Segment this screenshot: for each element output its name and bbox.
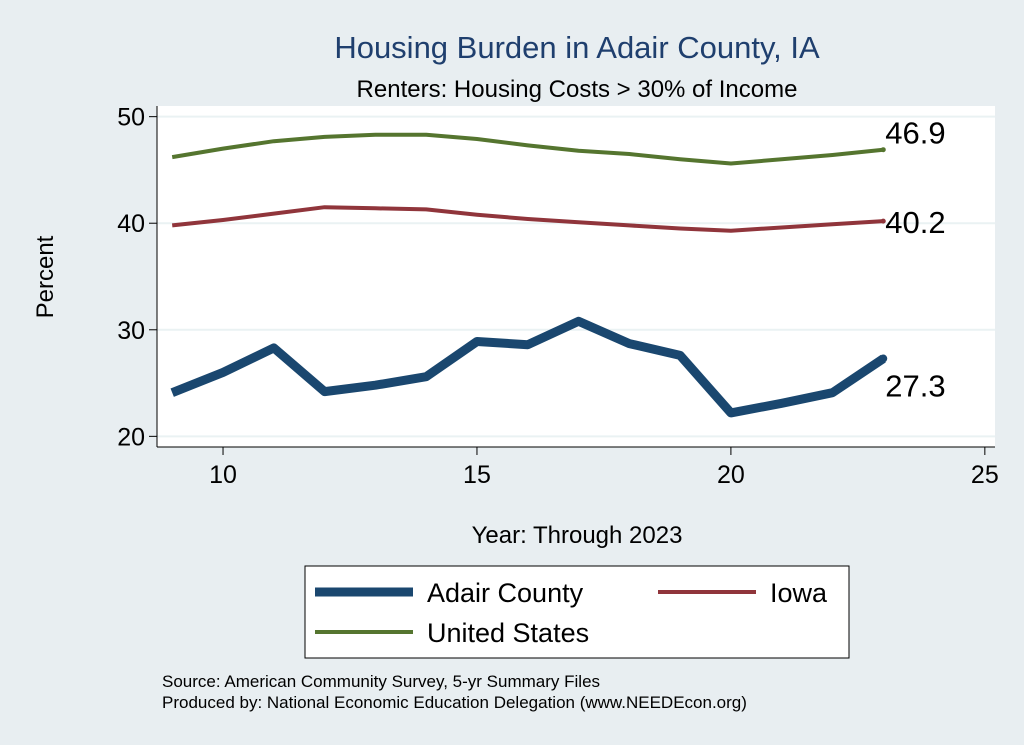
legend-label: United States bbox=[427, 618, 589, 648]
end-point bbox=[879, 354, 888, 363]
y-tick-label: 20 bbox=[117, 423, 145, 451]
y-tick-label: 30 bbox=[117, 317, 145, 345]
end-point bbox=[880, 218, 886, 224]
series-line-iowa bbox=[171, 205, 884, 233]
x-ticks: 10 15 20 25 bbox=[209, 447, 999, 489]
end-value-label: 46.9 bbox=[885, 116, 945, 151]
legend-label: Adair County bbox=[427, 578, 584, 608]
legend-label: Iowa bbox=[770, 578, 828, 608]
y-axis-label: Percent bbox=[32, 235, 59, 318]
chart-title: Housing Burden in Adair County, IA bbox=[334, 30, 820, 65]
produced-note: Produced by: National Economic Education… bbox=[162, 693, 747, 712]
y-tick-label: 50 bbox=[117, 104, 145, 132]
chart-subtitle: Renters: Housing Costs > 30% of Income bbox=[357, 76, 798, 103]
x-tick-label: 10 bbox=[209, 461, 237, 489]
x-tick-label: 15 bbox=[463, 461, 491, 489]
series-lines bbox=[170, 132, 888, 418]
y-ticks: 20 30 40 50 bbox=[117, 104, 157, 451]
x-axis-label: Year: Through 2023 bbox=[472, 522, 683, 549]
source-note: Source: American Community Survey, 5-yr … bbox=[162, 672, 600, 691]
legend-box bbox=[304, 565, 850, 659]
plot-area bbox=[157, 106, 995, 447]
end-value-label: 40.2 bbox=[885, 205, 945, 240]
y-tick-label: 40 bbox=[117, 210, 145, 238]
series-line-adair-county bbox=[170, 316, 886, 418]
legend: Adair County Iowa United States bbox=[315, 578, 828, 648]
x-tick-label: 20 bbox=[717, 461, 745, 489]
series-line-united-states bbox=[171, 132, 884, 166]
end-point bbox=[880, 147, 886, 153]
end-value-label: 27.3 bbox=[885, 369, 945, 404]
end-labels: 46.9 40.2 27.3 bbox=[885, 116, 945, 404]
x-tick-label: 25 bbox=[971, 461, 999, 489]
